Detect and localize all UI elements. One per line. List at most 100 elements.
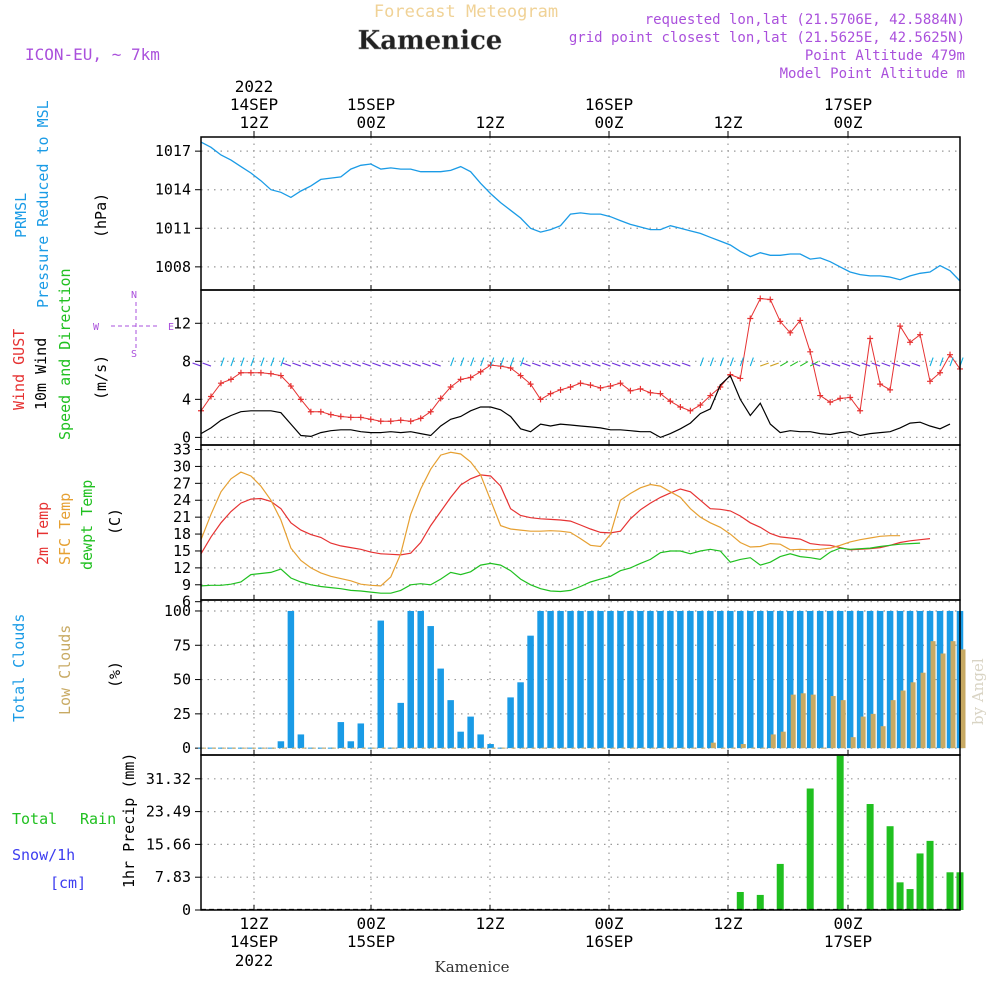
wind-arrow <box>871 362 881 367</box>
y-tick-label: 50 <box>173 671 191 689</box>
y-tick-label: 8 <box>182 352 191 370</box>
gust-marker <box>387 418 394 425</box>
wind-arrow <box>770 362 779 367</box>
gust-marker <box>417 415 424 422</box>
bottom-hour-label: 00Z <box>595 914 624 933</box>
gust-marker <box>927 378 934 385</box>
point-altitude: Point Altitude 479m <box>805 48 965 64</box>
y-tick-label: 6 <box>182 593 191 611</box>
gust-marker <box>797 317 804 324</box>
gust-marker <box>347 414 354 421</box>
total-cloud-bar <box>727 610 734 749</box>
wind-arrow <box>270 357 275 367</box>
wind-arrow <box>250 357 255 367</box>
gust-marker <box>437 395 444 402</box>
y-tick-label: 0 <box>182 739 191 757</box>
rain-bar <box>886 826 894 910</box>
gust-marker <box>887 386 894 393</box>
wind-arrow <box>521 362 531 367</box>
bottom-year: 2022 <box>235 951 274 970</box>
bottom-hour-label: 00Z <box>357 914 386 933</box>
low-cloud-bar <box>950 641 956 749</box>
gust-marker <box>857 407 864 414</box>
wind-arrow <box>240 357 245 367</box>
total-cloud-bar <box>587 610 594 749</box>
total-cloud-bar <box>297 734 305 749</box>
gust-marker <box>637 385 644 392</box>
total-cloud-bar <box>377 620 385 749</box>
top-date-label: 17SEP <box>824 95 872 114</box>
gust-marker <box>447 383 454 390</box>
total-cloud-bar <box>886 610 894 749</box>
cloud-labels: Total Clouds Low Clouds (%) <box>10 614 124 722</box>
wind-arrow <box>392 362 401 367</box>
watermark: by Angel <box>969 658 987 725</box>
low-cloud-bar <box>710 742 716 749</box>
footer-station: Kamenice <box>435 958 510 976</box>
precip-label-unit: [cm] <box>50 874 86 892</box>
top-date-label: 15SEP <box>347 95 395 114</box>
wind-arrow <box>402 362 411 367</box>
requested-coords: requested lon,lat (21.5706E, 42.5884N) <box>645 12 965 28</box>
gust-marker <box>427 408 434 415</box>
wind-arrow <box>789 361 799 367</box>
gust-marker <box>667 398 674 405</box>
temp-label-3: dewpt Temp <box>78 480 96 570</box>
total-cloud-bar <box>507 697 514 749</box>
gust-marker <box>527 381 534 388</box>
top-hour-label: 12Z <box>240 113 269 132</box>
wind-arrow <box>432 362 441 367</box>
total-cloud-bar <box>567 610 574 749</box>
gust-marker <box>497 363 504 370</box>
gust-marker <box>697 402 704 409</box>
gust-marker <box>757 295 764 302</box>
total-cloud-bar <box>717 610 724 749</box>
rain-bar <box>866 804 874 910</box>
total-cloud-bar <box>337 722 345 749</box>
total-cloud-bar <box>866 610 874 749</box>
wind-panel: 0 4 8 12 <box>173 290 964 446</box>
gridpoint-coords: grid point closest lon,lat (21.5625E, 42… <box>569 30 965 46</box>
low-cloud-bar <box>810 694 816 749</box>
y-tick-label: 24 <box>173 491 191 509</box>
gust-marker <box>367 416 374 423</box>
gust-marker <box>337 413 344 420</box>
precip-unit: 1hr Precip (mm) <box>120 753 138 888</box>
y-tick-label: 31.32 <box>146 770 191 788</box>
wind-arrow <box>412 362 421 367</box>
gust-marker <box>397 417 404 424</box>
y-tick-label: 12 <box>173 559 191 577</box>
bottom-hour-label: 12Z <box>714 914 743 933</box>
y-tick-label: 100 <box>164 602 191 620</box>
total-cloud-bar <box>846 610 854 749</box>
wind-arrow <box>382 362 391 367</box>
total-cloud-bar <box>796 610 804 749</box>
compass-n: N <box>131 290 137 301</box>
low-cloud-bar <box>850 737 856 749</box>
cloud-label-2: Low Clouds <box>56 625 74 715</box>
total-cloud-bar <box>287 610 295 749</box>
gust-marker <box>627 387 634 394</box>
wind-arrow <box>881 362 891 367</box>
pressure-unit: (hPa) <box>92 193 110 238</box>
bottom-hour-label: 12Z <box>476 914 505 933</box>
low-cloud-bar <box>890 700 896 749</box>
model-altitude: Model Point Altitude m <box>780 66 965 82</box>
total-cloud-bar <box>906 610 914 749</box>
total-cloud-bar <box>657 610 664 749</box>
cloud-label-1: Total Clouds <box>10 614 28 722</box>
wind-line <box>200 374 951 439</box>
total-cloud-bar <box>707 610 714 749</box>
gust-marker <box>477 368 484 375</box>
total-cloud-bar <box>487 744 494 749</box>
gust-marker <box>607 383 614 390</box>
gust-marker <box>587 382 594 389</box>
wind-label-1: Wind GUST <box>10 329 28 410</box>
wind-arrow <box>531 362 541 367</box>
gust-marker <box>307 408 314 415</box>
wind-arrow <box>460 357 465 367</box>
wind-arrow <box>280 357 285 367</box>
gust-marker <box>657 390 664 397</box>
